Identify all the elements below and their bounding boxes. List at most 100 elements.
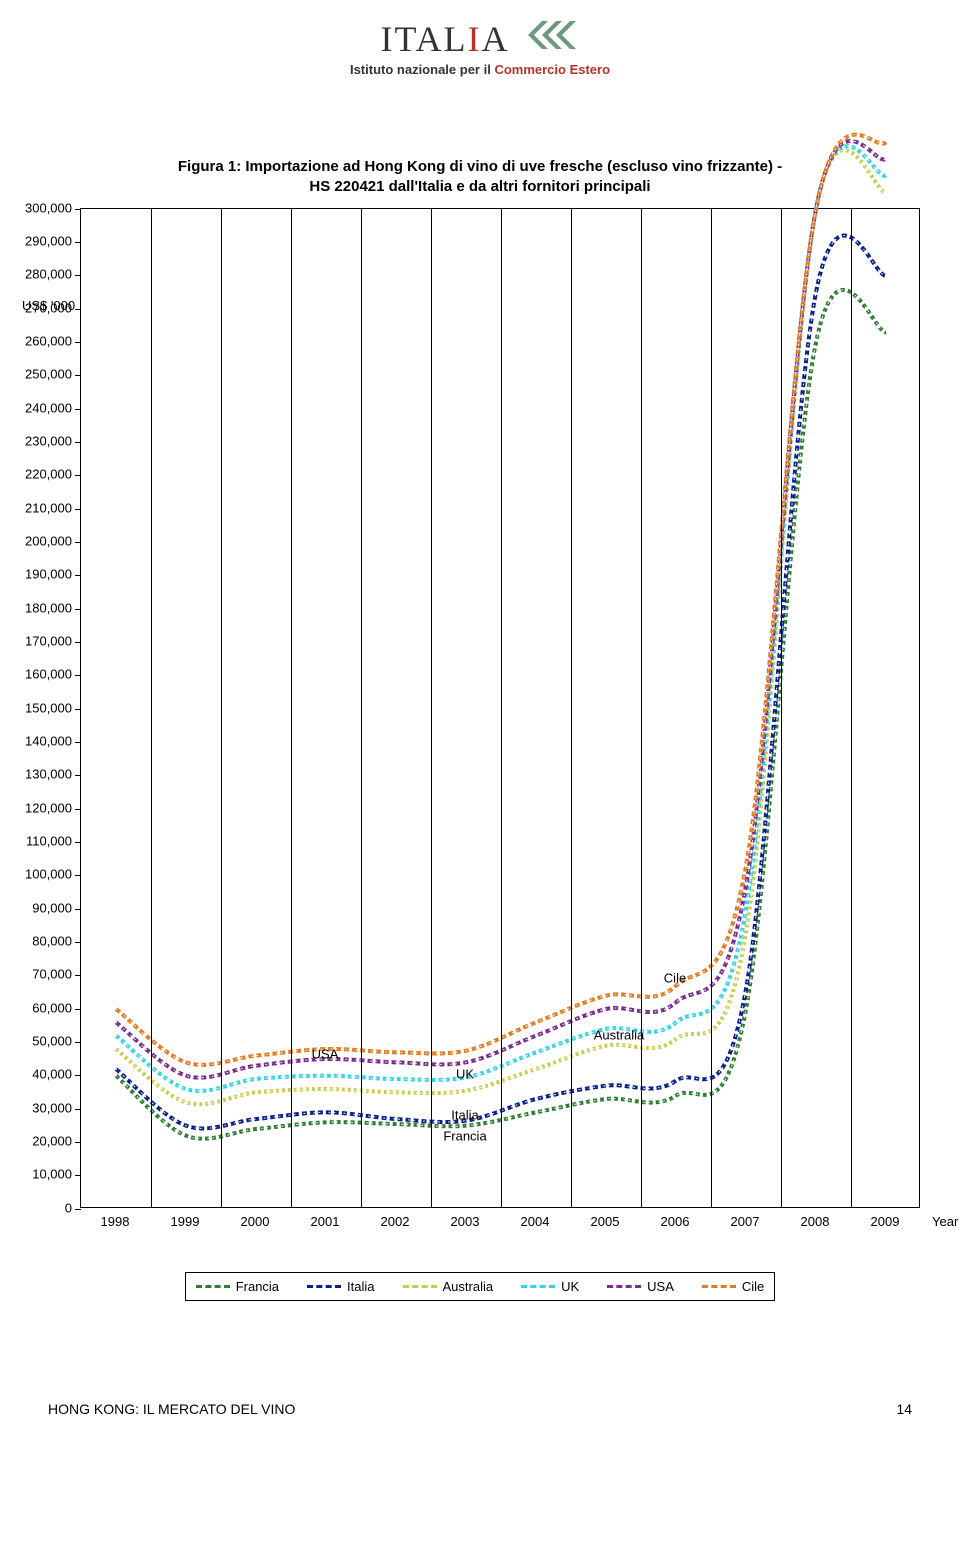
ytick-mark: [75, 509, 81, 510]
legend-swatch: [702, 1285, 736, 1288]
ytick-mark: [75, 242, 81, 243]
ytick-label: 0: [65, 1200, 72, 1215]
legend-label: USA: [647, 1279, 674, 1294]
ytick-label: 150,000: [25, 700, 72, 715]
ytick-mark: [75, 209, 81, 210]
ytick-mark: [75, 309, 81, 310]
x-gridline: [711, 209, 712, 1207]
footer-page: 14: [896, 1401, 912, 1417]
ytick-label: 130,000: [25, 767, 72, 782]
ytick-mark: [75, 575, 81, 576]
ytick-label: 200,000: [25, 533, 72, 548]
ytick-mark: [75, 542, 81, 543]
ytick-label: 30,000: [32, 1100, 72, 1115]
x-gridline: [291, 209, 292, 1207]
ytick-mark: [75, 1142, 81, 1143]
ytick-label: 20,000: [32, 1133, 72, 1148]
ytick-label: 220,000: [25, 467, 72, 482]
xtick-label: 2002: [381, 1214, 410, 1229]
chart-area: Year 010,00020,00030,00040,00050,00060,0…: [80, 208, 920, 1238]
legend-item-uk: UK: [521, 1279, 579, 1294]
xtick-label: 2001: [311, 1214, 340, 1229]
ytick-mark: [75, 1042, 81, 1043]
xtick-label: 2000: [241, 1214, 270, 1229]
ytick-mark: [75, 342, 81, 343]
ytick-mark: [75, 842, 81, 843]
ytick-label: 270,000: [25, 300, 72, 315]
ytick-label: 180,000: [25, 600, 72, 615]
plot-area: [80, 208, 920, 1208]
x-gridline: [851, 209, 852, 1207]
x-gridline: [781, 209, 782, 1207]
legend-item-italia: Italia: [307, 1279, 374, 1294]
xtick-label: 1998: [101, 1214, 130, 1229]
legend-item-francia: Francia: [196, 1279, 279, 1294]
legend-label: Cile: [742, 1279, 764, 1294]
ytick-mark: [75, 942, 81, 943]
xtick-label: 2009: [871, 1214, 900, 1229]
ytick-label: 10,000: [32, 1167, 72, 1182]
ytick-label: 100,000: [25, 867, 72, 882]
x-gridline: [641, 209, 642, 1207]
ytick-label: 250,000: [25, 367, 72, 382]
logo-italia-post: A: [482, 19, 510, 59]
legend-swatch: [521, 1285, 555, 1288]
ytick-label: 80,000: [32, 933, 72, 948]
ytick-label: 70,000: [32, 967, 72, 982]
ytick-mark: [75, 675, 81, 676]
x-axis-unit: Year: [932, 1214, 958, 1229]
ytick-label: 60,000: [32, 1000, 72, 1015]
ytick-mark: [75, 609, 81, 610]
ytick-mark: [75, 1075, 81, 1076]
ytick-mark: [75, 442, 81, 443]
legend-item-usa: USA: [607, 1279, 674, 1294]
xtick-label: 2003: [451, 1214, 480, 1229]
ytick-label: 120,000: [25, 800, 72, 815]
x-gridline: [431, 209, 432, 1207]
ytick-mark: [75, 742, 81, 743]
legend-swatch: [403, 1285, 437, 1288]
x-gridline: [571, 209, 572, 1207]
ytick-label: 190,000: [25, 567, 72, 582]
plot-svg: [81, 209, 919, 1207]
ytick-mark: [75, 809, 81, 810]
logo-subtitle: Istituto nazionale per il Commercio Este…: [0, 62, 960, 77]
ytick-label: 300,000: [25, 200, 72, 215]
legend-label: Italia: [347, 1279, 374, 1294]
ytick-label: 260,000: [25, 333, 72, 348]
legend-label: UK: [561, 1279, 579, 1294]
legend-label: Australia: [443, 1279, 494, 1294]
legend-label: Francia: [236, 1279, 279, 1294]
ytick-label: 160,000: [25, 667, 72, 682]
ytick-label: 40,000: [32, 1067, 72, 1082]
xtick-label: 2006: [661, 1214, 690, 1229]
footer-left: HONG KONG: IL MERCATO DEL VINO: [48, 1401, 295, 1417]
legend-item-cile: Cile: [702, 1279, 764, 1294]
x-gridline: [221, 209, 222, 1207]
ytick-mark: [75, 1175, 81, 1176]
logo-arrows-icon: [526, 18, 580, 60]
x-gridline: [151, 209, 152, 1207]
legend-swatch: [196, 1285, 230, 1288]
xtick-label: 2007: [731, 1214, 760, 1229]
ytick-mark: [75, 1009, 81, 1010]
ytick-mark: [75, 775, 81, 776]
logo-italia-pre: ITAL: [380, 19, 467, 59]
footer: HONG KONG: IL MERCATO DEL VINO 14: [0, 1401, 960, 1417]
ytick-label: 90,000: [32, 900, 72, 915]
x-gridline: [361, 209, 362, 1207]
legend: Francia Italia Australia UK USA Cile: [185, 1272, 776, 1301]
logo-block: ITALIA Istituto nazionale per il Commerc…: [0, 0, 960, 77]
ytick-mark: [75, 375, 81, 376]
ytick-mark: [75, 275, 81, 276]
legend-swatch: [307, 1285, 341, 1288]
legend-item-australia: Australia: [403, 1279, 494, 1294]
ytick-mark: [75, 1109, 81, 1110]
ytick-label: 290,000: [25, 233, 72, 248]
ytick-label: 170,000: [25, 633, 72, 648]
ytick-mark: [75, 875, 81, 876]
ytick-mark: [75, 475, 81, 476]
ytick-mark: [75, 975, 81, 976]
xtick-label: 1999: [171, 1214, 200, 1229]
ytick-label: 210,000: [25, 500, 72, 515]
